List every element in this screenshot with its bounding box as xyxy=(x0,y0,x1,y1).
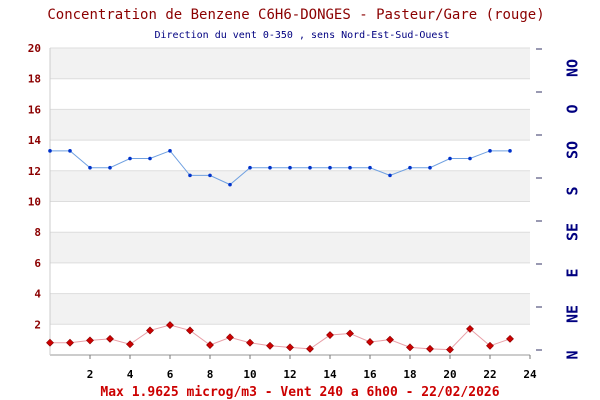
wind-direction-point xyxy=(268,165,272,170)
chart-title: Concentration de Benzene C6H6-DONGES - P… xyxy=(47,7,544,23)
benzene-point xyxy=(346,329,354,338)
wind-direction-point xyxy=(88,165,92,170)
benzene-point xyxy=(466,324,474,333)
x-tick-label: 12 xyxy=(283,368,296,381)
right-axis-label: SE xyxy=(564,223,582,241)
benzene-point xyxy=(366,338,374,346)
benzene-point xyxy=(446,345,454,354)
chart-subtitle: Direction du vent 0-350 , sens Nord-Est-… xyxy=(154,30,449,41)
series-markers xyxy=(46,149,514,354)
wind-direction-point xyxy=(128,156,132,161)
benzene-point xyxy=(286,343,294,352)
grid-band xyxy=(50,293,530,325)
wind-direction-point xyxy=(68,149,72,153)
benzene-point xyxy=(46,338,54,347)
benzene-point xyxy=(186,326,194,335)
chart-footer: Max 1.9625 microg/m3 - Vent 240 a 6h00 -… xyxy=(100,385,499,400)
benzene-point xyxy=(486,341,494,350)
y-tick-label: 4 xyxy=(34,288,41,301)
wind-direction-line xyxy=(50,150,510,186)
wind-direction-point xyxy=(368,165,372,170)
x-tick-label: 14 xyxy=(323,368,337,381)
wind-direction-point xyxy=(308,165,312,170)
x-tick-label: 10 xyxy=(243,368,256,381)
wind-direction-point xyxy=(488,149,492,153)
benzene-line xyxy=(50,324,511,351)
benzene-point xyxy=(86,336,94,345)
grid-band xyxy=(50,232,530,263)
x-tick-label: 20 xyxy=(443,368,456,381)
axes xyxy=(49,48,542,359)
benzene-point xyxy=(406,343,414,352)
wind-direction-point xyxy=(48,149,52,153)
benzene-point xyxy=(226,333,234,342)
benzene-point xyxy=(266,341,274,350)
y-tick-label: 6 xyxy=(34,257,41,270)
x-tick-label: 22 xyxy=(483,368,496,381)
grid-band xyxy=(50,109,530,141)
right-axis-label: N xyxy=(564,350,582,359)
x-tick-label: 6 xyxy=(167,368,174,381)
benzene-point xyxy=(326,331,334,339)
right-axis-label: SO xyxy=(564,141,582,159)
wind-direction-point xyxy=(168,149,172,153)
wind-direction-point xyxy=(248,165,252,170)
benzene-point xyxy=(426,344,434,353)
wind-direction-point xyxy=(408,165,412,170)
wind-direction-point xyxy=(328,165,332,170)
right-axis-label: S xyxy=(564,186,582,195)
benzene-point xyxy=(246,338,254,347)
y-tick-label: 14 xyxy=(28,134,42,147)
wind-direction-point xyxy=(388,173,392,178)
right-axis-label: NE xyxy=(564,305,582,323)
benzene-point xyxy=(126,340,134,349)
wind-direction-point xyxy=(508,149,512,153)
grid-lines xyxy=(50,47,530,325)
x-tick-label: 4 xyxy=(127,368,134,381)
wind-direction-point xyxy=(288,165,292,170)
benzene-point xyxy=(306,344,314,353)
x-tick-label: 16 xyxy=(363,368,377,381)
benzene-point xyxy=(146,326,154,335)
right-axis-label: E xyxy=(564,268,582,277)
wind-direction-point xyxy=(148,156,152,161)
grid-band xyxy=(50,48,530,79)
grid-bands xyxy=(50,48,530,325)
right-axis-label: NO xyxy=(564,59,582,77)
y-tick-label: 10 xyxy=(28,196,41,209)
wind-direction-point xyxy=(228,182,232,187)
y-tick-label: 2 xyxy=(34,318,41,331)
x-tick-label: 18 xyxy=(403,368,416,381)
wind-direction-point xyxy=(208,173,212,178)
benzene-point xyxy=(386,335,394,344)
grid-band xyxy=(50,170,530,202)
y-tick-label: 20 xyxy=(28,42,41,55)
benzene-point xyxy=(106,334,114,343)
benzene-point xyxy=(66,338,74,347)
x-tick-label: 2 xyxy=(87,368,94,381)
y-tick-label: 18 xyxy=(28,73,41,86)
benzene-point xyxy=(166,321,174,329)
benzene-point xyxy=(206,341,214,349)
wind-direction-point xyxy=(188,173,192,178)
x-tick-label: 24 xyxy=(523,368,537,381)
x-tick-label: 8 xyxy=(207,368,214,381)
wind-direction-point xyxy=(468,156,472,161)
wind-direction-point xyxy=(428,165,432,170)
wind-direction-point xyxy=(348,165,352,170)
wind-direction-point xyxy=(448,156,452,161)
wind-direction-point xyxy=(108,165,112,170)
y-tick-label: 12 xyxy=(28,165,41,178)
y-tick-label: 16 xyxy=(28,103,42,116)
benzene-point xyxy=(506,334,514,343)
y-tick-label: 8 xyxy=(34,226,41,239)
right-axis-label: O xyxy=(564,104,582,113)
